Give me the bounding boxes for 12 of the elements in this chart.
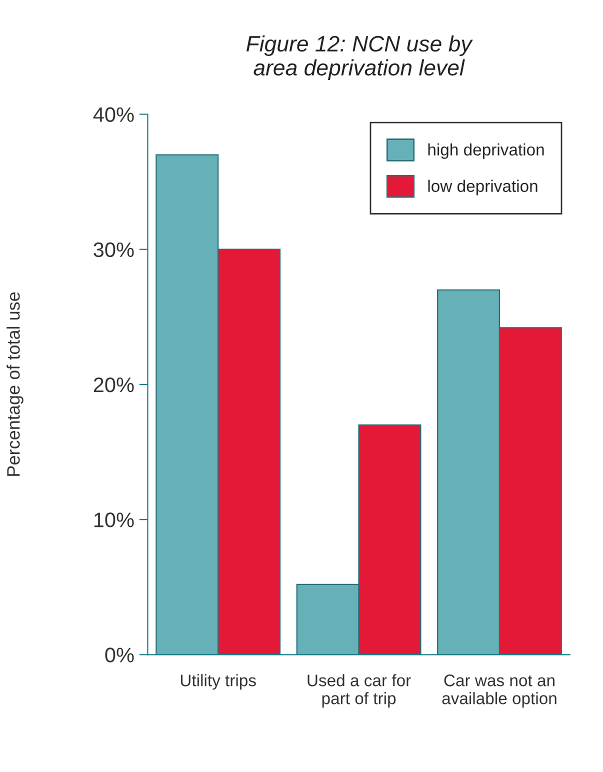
chart-title: Figure 12: NCN use by area deprivation level: [246, 35, 473, 80]
y-tick-label: 10%: [94, 512, 134, 528]
y-tick-label: 20%: [94, 377, 134, 392]
x-tick-label: Utility trips: [180, 674, 256, 690]
y-tick-label: 40%: [93, 107, 134, 122]
x-tick-label: Car was not an available option: [442, 674, 556, 708]
legend-label: high deprivation: [428, 143, 544, 159]
y-axis-title: Percentage of total use: [6, 292, 24, 476]
x-tick-label: Used a car for part of trip: [308, 674, 411, 708]
y-tick-label: 0%: [105, 648, 134, 662]
legend-label: low deprivation: [428, 180, 538, 196]
y-tick-label: 30%: [94, 242, 134, 258]
